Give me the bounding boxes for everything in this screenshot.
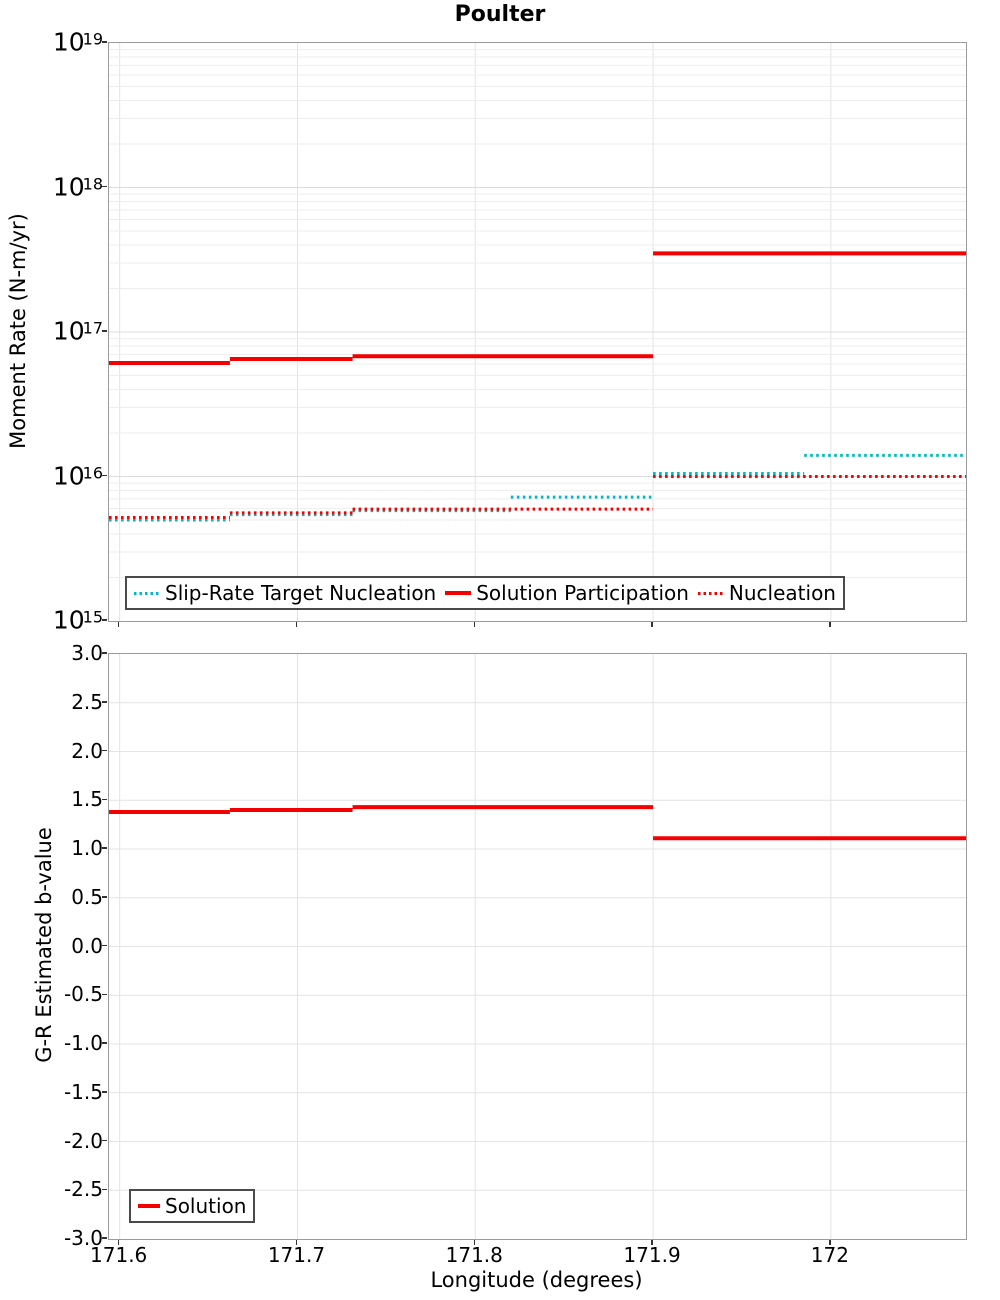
y-tick-label: 0.5 xyxy=(71,884,103,909)
legend-label: Nucleation xyxy=(728,581,836,605)
y-tick-label: 1015 xyxy=(52,605,103,635)
x-tick-mark xyxy=(651,621,653,627)
y-tick-label: 1019 xyxy=(52,27,103,57)
y-tick-label: -2.5 xyxy=(63,1177,103,1202)
y-tick-label: 1018 xyxy=(52,172,103,201)
y-tick-label: -2.0 xyxy=(63,1128,103,1153)
red-solid-line-icon xyxy=(445,591,472,595)
y-tick-mark xyxy=(101,896,107,898)
y-tick-label: 3.0 xyxy=(71,641,103,665)
y-tick-label: 0.0 xyxy=(71,933,103,958)
x-tick-mark xyxy=(651,1239,653,1245)
x-tick-label: 171.8 xyxy=(445,1243,503,1267)
y-tick-label: 1.0 xyxy=(71,836,103,860)
y-tick-mark xyxy=(101,701,107,703)
x-tick-label: 172 xyxy=(810,1243,849,1267)
legend-label: Solution Participation xyxy=(476,581,689,605)
y-tick-mark xyxy=(101,993,107,995)
y-tick-label: -1.0 xyxy=(63,1031,103,1055)
y-tick-label: 2.0 xyxy=(71,738,103,763)
moment-rate-plot xyxy=(108,42,967,622)
x-tick-mark xyxy=(117,1239,120,1245)
y-tick-mark xyxy=(101,330,107,332)
y-tick-mark xyxy=(101,619,107,621)
legend-moment-rate: Slip-Rate Target Nucleation Solution Par… xyxy=(125,576,845,610)
red-solid-line-icon xyxy=(138,1204,160,1208)
x-tick-label: 171.9 xyxy=(623,1243,681,1267)
legend-item-solution-participation: Solution Participation xyxy=(445,581,689,605)
legend-label: Solution xyxy=(165,1194,247,1218)
y-tick-label: -0.5 xyxy=(63,982,103,1007)
x-tick-mark xyxy=(829,1239,831,1245)
legend-item-slip-rate-target-nucleation: Slip-Rate Target Nucleation xyxy=(134,581,436,605)
y-tick-mark xyxy=(101,749,107,752)
y-tick-mark xyxy=(101,847,107,849)
y-tick-mark xyxy=(101,41,107,43)
x-axis-title: Longitude (degrees) xyxy=(430,1268,643,1292)
y-tick-mark xyxy=(101,1091,107,1093)
y-tick-mark xyxy=(101,1188,107,1190)
y-tick-mark xyxy=(101,652,107,654)
x-tick-mark xyxy=(295,1239,298,1245)
x-tick-mark xyxy=(295,621,298,627)
y-tick-mark xyxy=(101,798,107,800)
y-tick-mark xyxy=(101,944,107,947)
y-tick-mark xyxy=(101,185,107,188)
y-tick-mark xyxy=(101,1237,107,1239)
plot-area xyxy=(109,43,966,621)
plot-area xyxy=(109,654,966,1239)
b-value-plot xyxy=(108,653,967,1240)
x-tick-label: 171.7 xyxy=(267,1243,326,1267)
x-tick-mark xyxy=(473,1239,476,1245)
red-dotted-line-icon xyxy=(697,591,724,595)
x-tick-mark xyxy=(117,621,120,627)
page-title: Poulter xyxy=(454,2,546,27)
legend-b-value: Solution xyxy=(129,1189,256,1223)
y-tick-mark xyxy=(101,474,107,477)
legend-item-nucleation: Nucleation xyxy=(697,581,836,605)
y-tick-label: 1.5 xyxy=(71,787,103,812)
y-tick-label: -3.0 xyxy=(63,1226,103,1250)
teal-dotted-line-icon xyxy=(134,591,160,595)
y-tick-label: -1.5 xyxy=(63,1079,103,1104)
x-tick-mark xyxy=(473,621,476,627)
y-tick-mark xyxy=(101,1139,107,1142)
legend-item-solution: Solution xyxy=(138,1194,246,1218)
x-tick-mark xyxy=(829,621,831,627)
x-tick-label: 171.6 xyxy=(90,1243,148,1267)
y-tick-label: 1016 xyxy=(52,461,103,490)
y-tick-mark xyxy=(101,1042,107,1044)
legend-label: Slip-Rate Target Nucleation xyxy=(165,581,437,605)
y-tick-label: 2.5 xyxy=(71,689,103,714)
y-tick-label: 1017 xyxy=(52,316,103,346)
